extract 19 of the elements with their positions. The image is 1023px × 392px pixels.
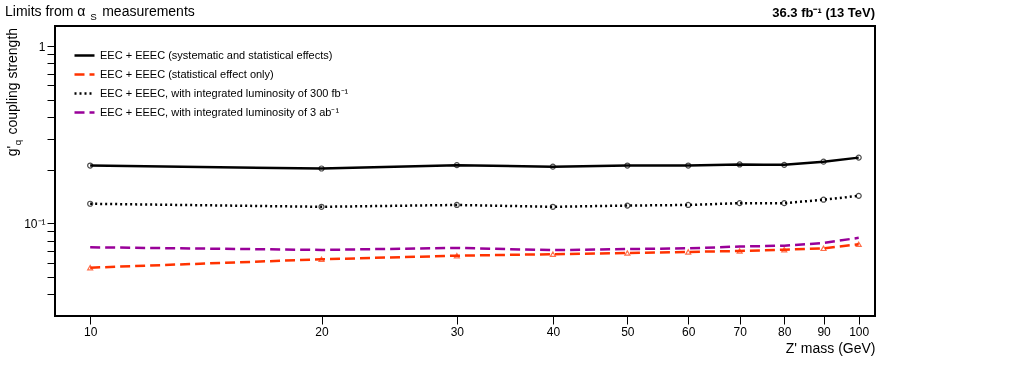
x-tick-label: 90 bbox=[817, 324, 832, 339]
legend-label: EEC + EEEC, with integrated luminosity of 300 fb⁻¹ bbox=[100, 86, 349, 99]
x-tick-label: 20 bbox=[315, 324, 330, 339]
legend-label: EEC + EEEC (systematic and statistical effects) bbox=[100, 48, 333, 61]
x-tick-label: 40 bbox=[546, 324, 561, 339]
x-tick-label: 70 bbox=[733, 324, 748, 339]
x-tick-label: 100 bbox=[849, 324, 870, 339]
legend-label: EEC + EEEC (statistical effect only) bbox=[100, 67, 274, 80]
x-tick-label: 10 bbox=[83, 324, 98, 339]
x-tick-label: 30 bbox=[450, 324, 465, 339]
y-tick-label: 10⁻¹ bbox=[24, 216, 46, 231]
y-tick-label: 1 bbox=[38, 39, 46, 54]
x-axis-title: Z' mass (GeV) bbox=[785, 339, 876, 356]
chart-subtitle: 36.3 fb⁻¹ (13 TeV) bbox=[772, 5, 875, 20]
x-tick-label: 60 bbox=[682, 324, 696, 339]
y-axis-title: g'q coupling strength bbox=[4, 27, 24, 157]
x-tick-label: 80 bbox=[778, 324, 792, 339]
x-tick-label: 50 bbox=[621, 324, 635, 339]
legend-label: EEC + EEEC, with integrated luminosity of 3 ab⁻¹ bbox=[100, 105, 340, 118]
